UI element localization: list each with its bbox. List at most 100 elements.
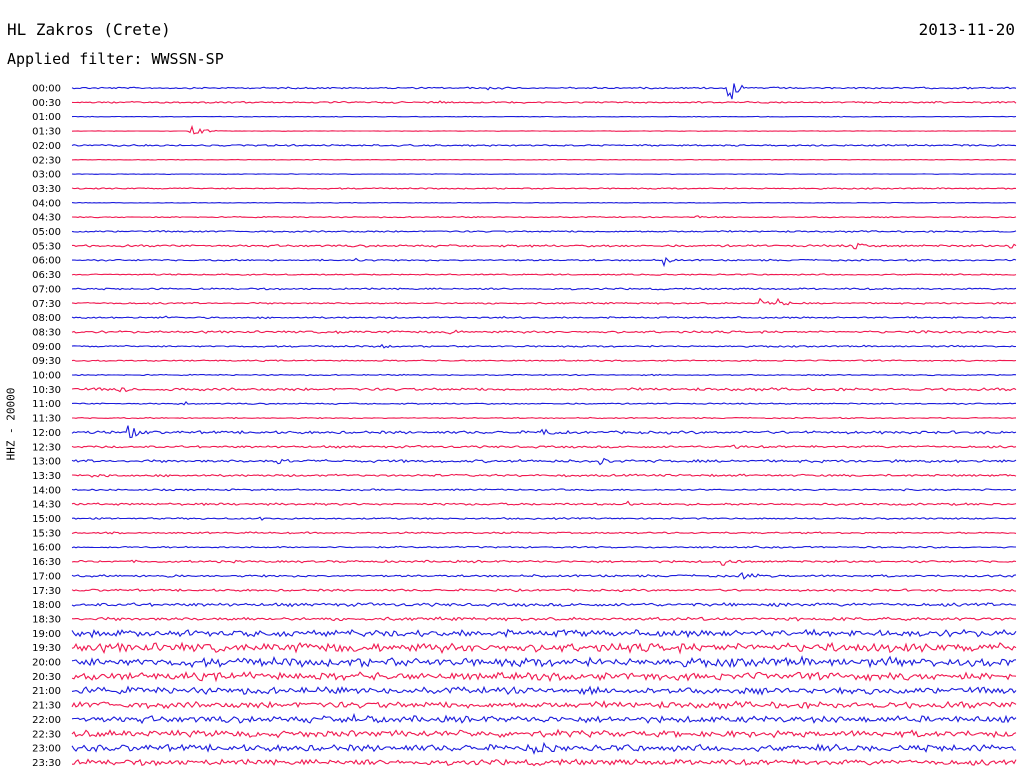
time-tick-label: 02:30 xyxy=(32,155,61,166)
time-tick-label: 16:30 xyxy=(32,557,61,568)
trace-line-1700 xyxy=(71,572,1017,580)
trace-line-1300 xyxy=(71,457,1017,466)
time-tick-label: 14:30 xyxy=(32,500,61,511)
trace-line-1630 xyxy=(71,559,1017,566)
time-tick-label: 13:00 xyxy=(32,457,61,468)
time-tick-label: 15:30 xyxy=(32,528,61,539)
trace-line-2030 xyxy=(71,670,1017,683)
trace-line-0930 xyxy=(71,359,1017,362)
time-tick-label: 08:30 xyxy=(32,327,61,338)
time-tick-label: 10:00 xyxy=(32,371,61,382)
time-tick-label: 15:00 xyxy=(32,514,61,525)
time-tick-label: 12:00 xyxy=(32,428,61,439)
trace-line-0200 xyxy=(71,143,1017,147)
trace-line-1930 xyxy=(71,641,1017,655)
trace-line-1900 xyxy=(71,628,1017,639)
time-tick-label: 00:00 xyxy=(32,84,61,95)
trace-line-0730 xyxy=(71,297,1017,306)
trace-line-0230 xyxy=(71,158,1016,161)
trace-line-1430 xyxy=(71,500,1017,507)
trace-line-0130 xyxy=(71,124,1017,135)
trace-line-0700 xyxy=(71,287,1017,291)
time-tick-label: 21:30 xyxy=(32,701,61,712)
time-tick-label: 01:00 xyxy=(32,112,61,123)
trace-line-2330 xyxy=(72,758,1017,767)
time-tick-label: 07:00 xyxy=(32,284,61,295)
trace-line-1100 xyxy=(71,401,1017,406)
trace-line-1600 xyxy=(71,545,1016,549)
time-tick-label: 17:00 xyxy=(32,571,61,582)
trace-line-0400 xyxy=(71,201,1017,204)
time-tick-label: 20:30 xyxy=(32,672,61,683)
time-tick-label: 07:30 xyxy=(32,299,61,310)
time-tick-label: 00:30 xyxy=(32,98,61,109)
trace-line-0830 xyxy=(71,329,1017,335)
time-tick-label: 04:30 xyxy=(32,213,61,224)
time-tick-label: 03:30 xyxy=(32,184,61,195)
time-tick-label: 09:30 xyxy=(32,356,61,367)
trace-line-1530 xyxy=(71,531,1017,535)
trace-line-2000 xyxy=(71,655,1017,669)
time-tick-label: 06:00 xyxy=(32,256,61,267)
trace-line-2230 xyxy=(71,728,1017,739)
trace-line-0500 xyxy=(71,229,1017,234)
time-tick-label: 19:30 xyxy=(32,643,61,654)
time-tick-label: 11:00 xyxy=(32,399,61,410)
trace-line-1200 xyxy=(71,425,1017,439)
time-tick-label: 23:30 xyxy=(32,758,61,769)
trace-line-0000 xyxy=(71,83,1017,100)
time-tick-label: 12:30 xyxy=(32,442,61,453)
trace-line-2300 xyxy=(71,741,1017,755)
time-tick-label: 05:30 xyxy=(32,241,61,252)
trace-line-0430 xyxy=(71,215,1017,219)
time-tick-label: 17:30 xyxy=(32,586,61,597)
time-tick-label: 18:00 xyxy=(32,600,61,611)
trace-line-1130 xyxy=(72,416,1017,420)
trace-line-1730 xyxy=(71,588,1017,593)
time-tick-label: 18:30 xyxy=(32,614,61,625)
date-label: 2013-11-20 xyxy=(918,20,1015,39)
trace-line-1800 xyxy=(71,602,1017,608)
trace-line-1030 xyxy=(71,387,1017,393)
filter-label: Applied filter: WWSSN-SP xyxy=(7,50,224,68)
time-tick-label: 02:00 xyxy=(32,141,61,152)
time-tick-label: 08:00 xyxy=(32,313,61,324)
trace-line-2130 xyxy=(71,700,1017,710)
trace-line-2100 xyxy=(71,685,1017,696)
time-tick-label: 14:00 xyxy=(32,485,61,496)
trace-line-0800 xyxy=(71,315,1017,320)
trace-line-1830 xyxy=(71,616,1017,622)
time-tick-label: 06:30 xyxy=(32,270,61,281)
time-tick-label: 01:30 xyxy=(32,127,61,138)
trace-line-0330 xyxy=(71,187,1017,190)
trace-line-0900 xyxy=(71,343,1017,349)
time-tick-label: 03:00 xyxy=(32,170,61,181)
time-tick-label: 13:30 xyxy=(32,471,61,482)
time-tick-label: 19:00 xyxy=(32,629,61,640)
time-tick-label: 22:30 xyxy=(32,729,61,740)
time-tick-label: 23:00 xyxy=(32,744,61,755)
time-tick-label: 11:30 xyxy=(32,414,61,425)
time-tick-label: 05:00 xyxy=(32,227,61,238)
trace-line-1330 xyxy=(71,473,1017,478)
time-tick-label: 16:00 xyxy=(32,543,61,554)
time-tick-label: 10:30 xyxy=(32,385,61,396)
trace-line-2200 xyxy=(71,712,1017,725)
trace-line-0300 xyxy=(71,173,1017,175)
trace-line-0530 xyxy=(72,242,1017,250)
trace-line-1230 xyxy=(71,444,1017,449)
trace-line-1500 xyxy=(71,516,1017,521)
trace-line-0600 xyxy=(71,256,1017,268)
time-tick-label: 22:00 xyxy=(32,715,61,726)
trace-line-1000 xyxy=(71,373,1017,377)
time-tick-label: 04:00 xyxy=(32,198,61,209)
time-tick-label: 21:00 xyxy=(32,686,61,697)
trace-line-0100 xyxy=(71,115,1017,118)
time-tick-label: 20:00 xyxy=(32,658,61,669)
station-title: HL Zakros (Crete) xyxy=(7,20,171,39)
trace-line-0630 xyxy=(71,273,1017,276)
trace-line-1400 xyxy=(71,488,1017,492)
trace-line-0030 xyxy=(71,100,1017,104)
time-tick-label: 09:00 xyxy=(32,342,61,353)
